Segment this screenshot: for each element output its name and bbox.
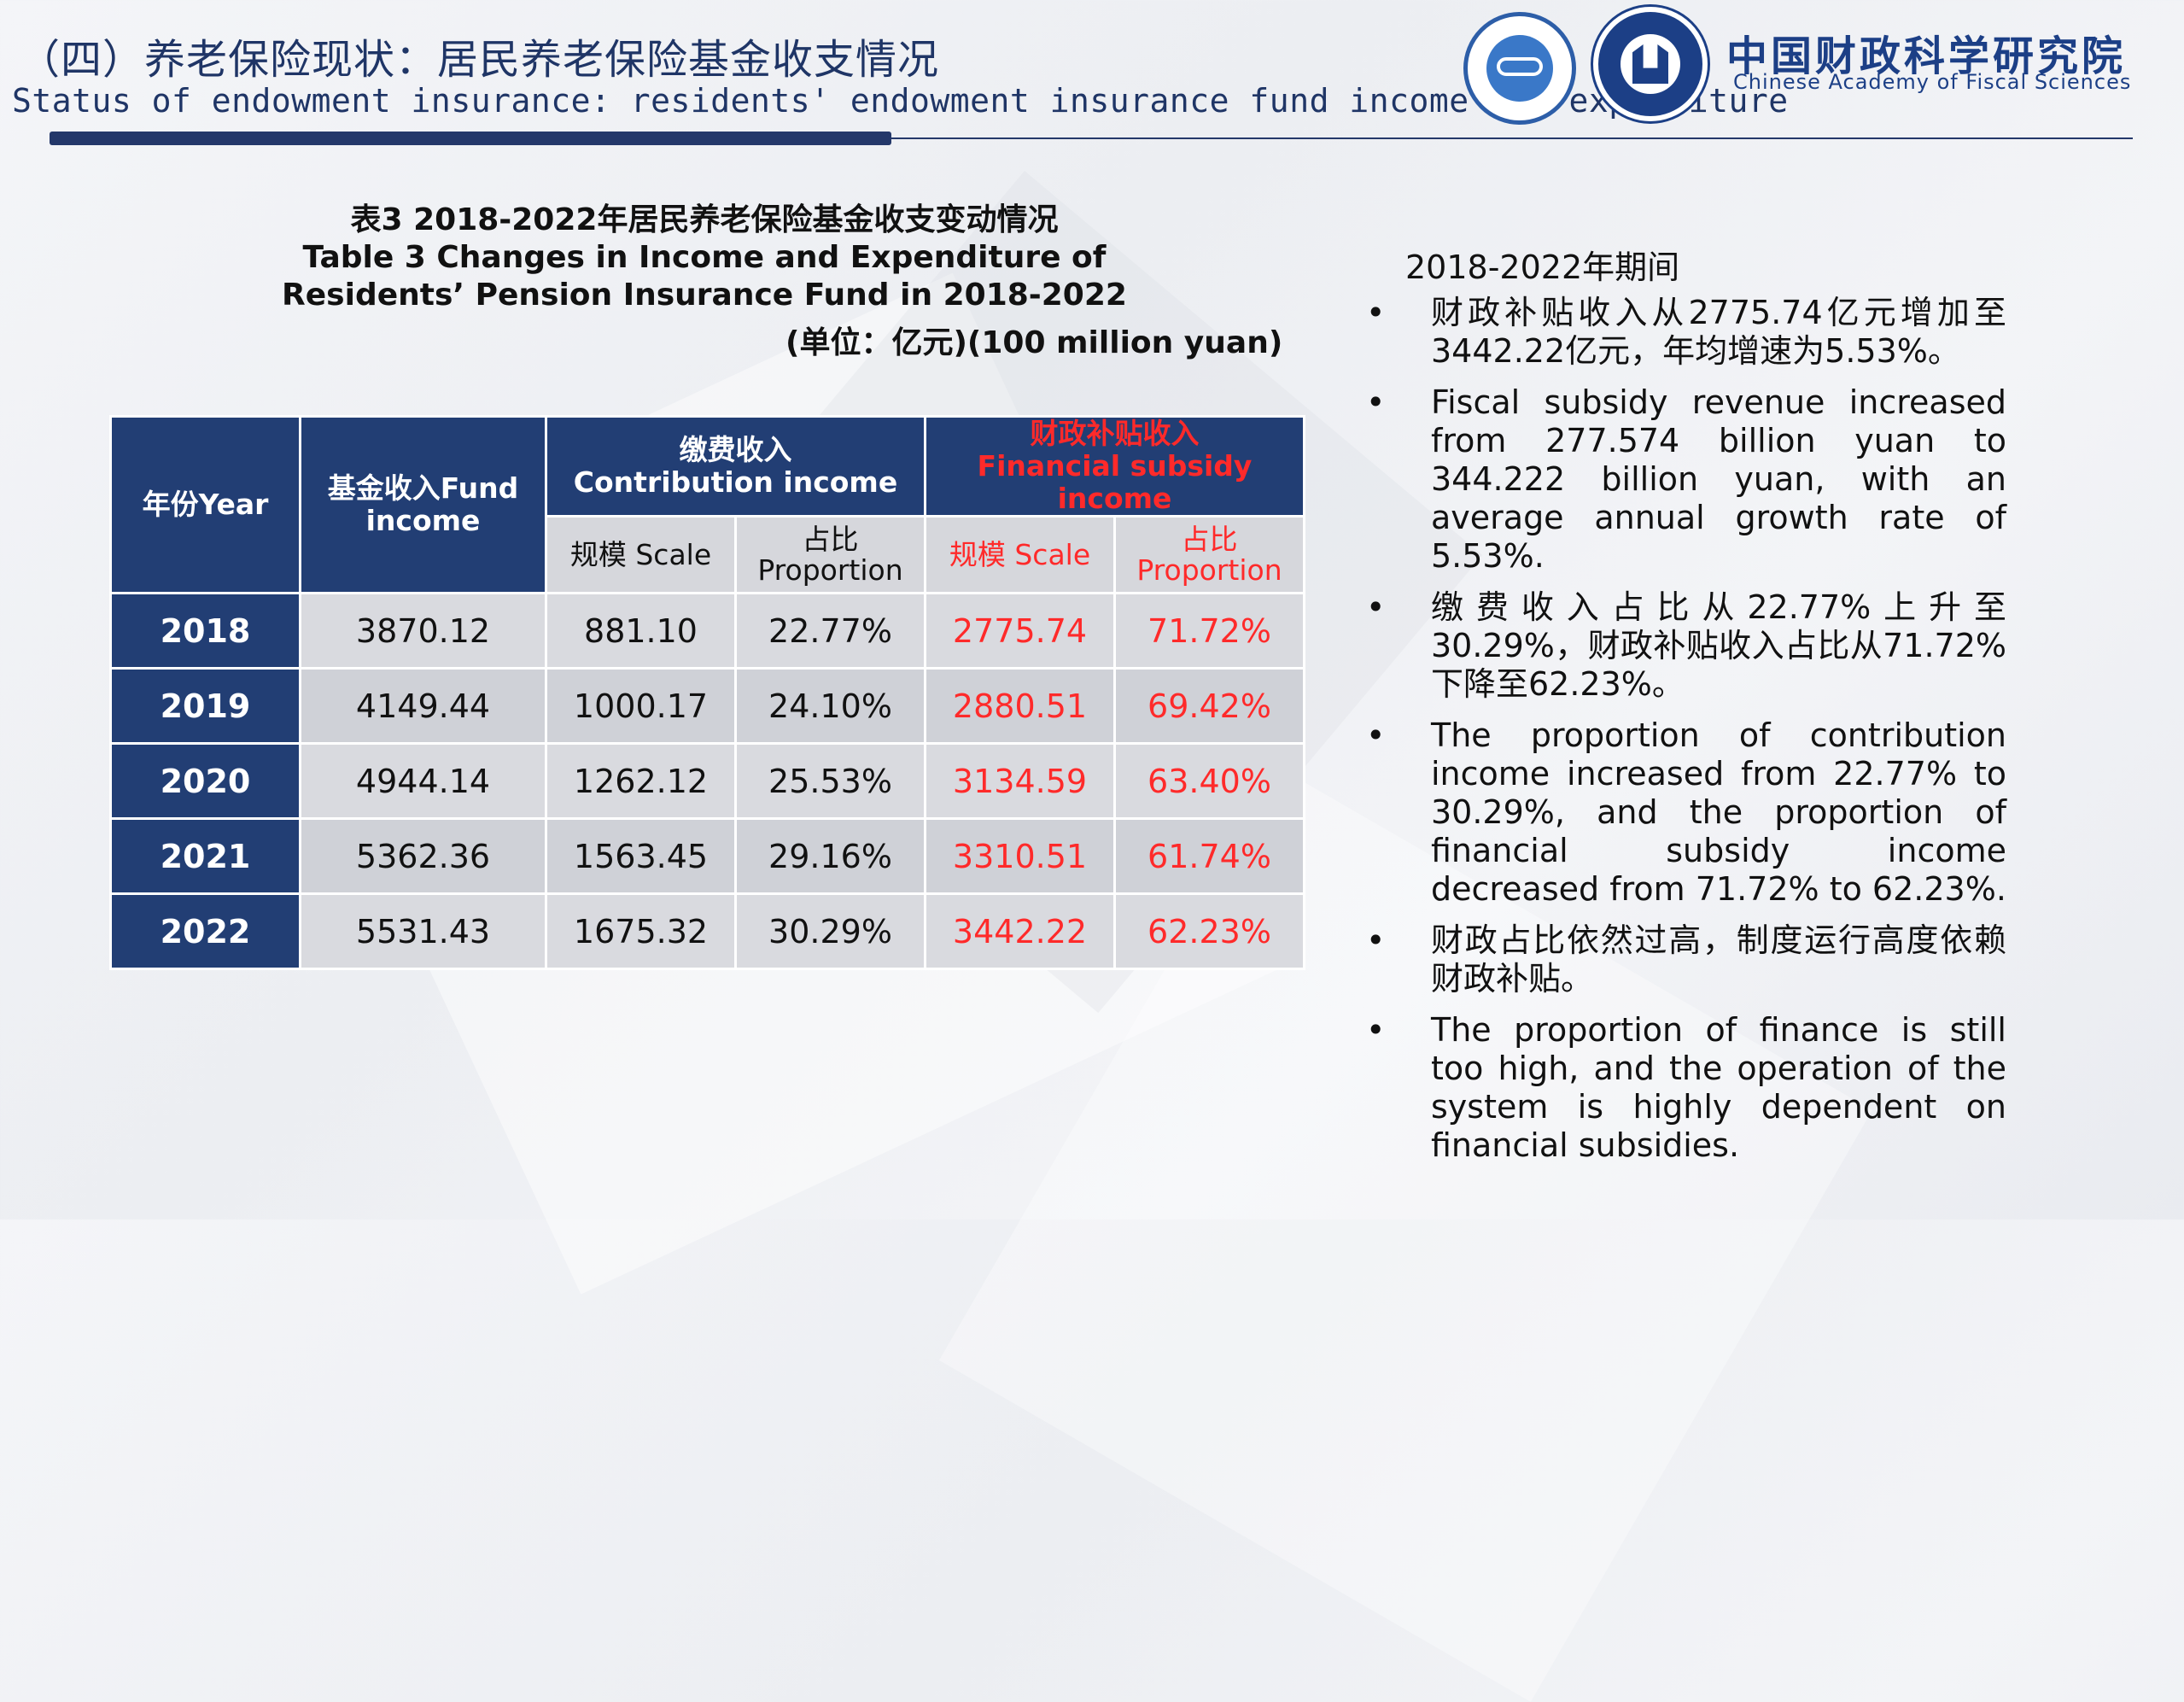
bullet-icon: • [1366, 716, 1386, 754]
header-year: 年份Year [109, 415, 301, 594]
bullet-text: The proportion of finance is still too h… [1431, 1011, 2006, 1164]
cell-year: 2020 [109, 742, 301, 820]
cell-subsidy-proportion: 69.42% [1113, 667, 1305, 745]
cell-fund-income: 4944.14 [299, 742, 547, 820]
header-contribution: 缴费收入 Contribution income [545, 415, 926, 518]
header-subsidy: 财政补贴收入 Financial subsidy income [924, 415, 1305, 518]
cell-subsidy-scale: 3134.59 [924, 742, 1116, 820]
cell-subsidy-scale: 3442.22 [924, 892, 1116, 970]
table-row: 2018 3870.12 881.10 22.77% 2775.74 71.72… [109, 592, 1305, 670]
list-item: • 财政补贴收入从2775.74亿元增加至3442.22亿元，年均增速为5.53%… [1366, 294, 2006, 371]
cell-contrib-proportion: 24.10% [734, 667, 926, 745]
bullet-text: 财政补贴收入从2775.74亿元增加至3442.22亿元，年均增速为5.53%。 [1431, 294, 2006, 370]
table-row: 2019 4149.44 1000.17 24.10% 2880.51 69.4… [109, 667, 1305, 745]
subheader-contrib-proportion: 占比 Proportion [734, 515, 926, 594]
header-divider-accent [50, 132, 891, 145]
cell-contrib-proportion: 25.53% [734, 742, 926, 820]
period-label: 2018-2022年期间 [1405, 249, 1680, 286]
page-title: （四）养老保险现状：居民养老保险基金收支情况 [19, 36, 940, 84]
subheader-subsidy-scale: 规模 Scale [924, 515, 1116, 594]
table-row: 2020 4944.14 1262.12 25.53% 3134.59 63.4… [109, 742, 1305, 820]
cell-contrib-proportion: 22.77% [734, 592, 926, 670]
list-item: • The proportion of contribution income i… [1366, 716, 2006, 909]
bullet-list: • 财政补贴收入从2775.74亿元增加至3442.22亿元，年均增速为5.53%… [1366, 294, 2006, 1178]
table-caption-cn: 表3 2018-2022年居民养老保险基金收支变动情况 [350, 202, 1059, 237]
cell-subsidy-proportion: 61.74% [1113, 817, 1305, 895]
table-unit: (单位：亿元)(100 million yuan) [785, 325, 1283, 360]
cell-fund-income: 4149.44 [299, 667, 547, 745]
cell-year: 2021 [109, 817, 301, 895]
header-fund-income: 基金收入Fund income [299, 415, 547, 594]
bullet-icon: • [1366, 383, 1386, 421]
cell-fund-income: 3870.12 [299, 592, 547, 670]
subheader-subsidy-proportion: 占比 Proportion [1113, 515, 1305, 594]
bullet-icon: • [1366, 1011, 1386, 1049]
table-caption: 表3 2018-2022年居民养老保险基金收支变动情况 Table 3 Chan… [111, 202, 1298, 314]
cell-fund-income: 5531.43 [299, 892, 547, 970]
cell-contrib-scale: 1675.32 [545, 892, 737, 970]
think-tank-seal-icon [1463, 12, 1576, 125]
cell-subsidy-scale: 2880.51 [924, 667, 1116, 745]
bullet-text: The proportion of contribution income in… [1431, 716, 2006, 908]
table-row: 2022 5531.43 1675.32 30.29% 3442.22 62.2… [109, 892, 1305, 970]
cell-contrib-proportion: 30.29% [734, 892, 926, 970]
cell-year: 2018 [109, 592, 301, 670]
header-divider [50, 137, 2133, 139]
cell-fund-income: 5362.36 [299, 817, 547, 895]
cell-subsidy-proportion: 71.72% [1113, 592, 1305, 670]
bullet-icon: • [1366, 588, 1386, 626]
bullet-icon: • [1366, 921, 1386, 959]
list-item: • The proportion of finance is still too … [1366, 1011, 2006, 1165]
cell-subsidy-scale: 3310.51 [924, 817, 1116, 895]
bullet-icon: • [1366, 294, 1386, 331]
cell-subsidy-scale: 2775.74 [924, 592, 1116, 670]
subheader-contrib-scale: 规模 Scale [545, 515, 737, 594]
table-row: 2021 5362.36 1563.45 29.16% 3310.51 61.7… [109, 817, 1305, 895]
cell-year: 2022 [109, 892, 301, 970]
fund-table: 年份Year 基金收入Fund income 缴费收入 Contribution… [109, 415, 1305, 970]
bullet-text: Fiscal subsidy revenue increased from 27… [1431, 383, 2006, 575]
cell-contrib-scale: 1000.17 [545, 667, 737, 745]
cell-contrib-scale: 881.10 [545, 592, 737, 670]
list-item: • Fiscal subsidy revenue increased from 2… [1366, 383, 2006, 576]
cell-contrib-scale: 1262.12 [545, 742, 737, 820]
academy-emblem-icon [1593, 7, 1708, 121]
list-item: • 缴费收入占比从22.77%上升至30.29%，财政补贴收入占比从71.72%下… [1366, 588, 2006, 704]
cell-subsidy-proportion: 63.40% [1113, 742, 1305, 820]
list-item: • 财政占比依然过高，制度运行高度依赖财政补贴。 [1366, 921, 2006, 998]
org-name-en: Chinese Academy of Fiscal Sciences [1733, 70, 2132, 94]
table-caption-en: Table 3 Changes in Income and Expenditur… [282, 240, 1127, 313]
bullet-text: 财政占比依然过高，制度运行高度依赖财政补贴。 [1431, 921, 2006, 997]
cell-contrib-scale: 1563.45 [545, 817, 737, 895]
cell-year: 2019 [109, 667, 301, 745]
org-name-cn: 中国财政科学研究院 [1726, 32, 2127, 80]
cell-subsidy-proportion: 62.23% [1113, 892, 1305, 970]
bullet-text: 缴费收入占比从22.77%上升至30.29%，财政补贴收入占比从71.72%下降… [1431, 588, 2006, 703]
cell-contrib-proportion: 29.16% [734, 817, 926, 895]
